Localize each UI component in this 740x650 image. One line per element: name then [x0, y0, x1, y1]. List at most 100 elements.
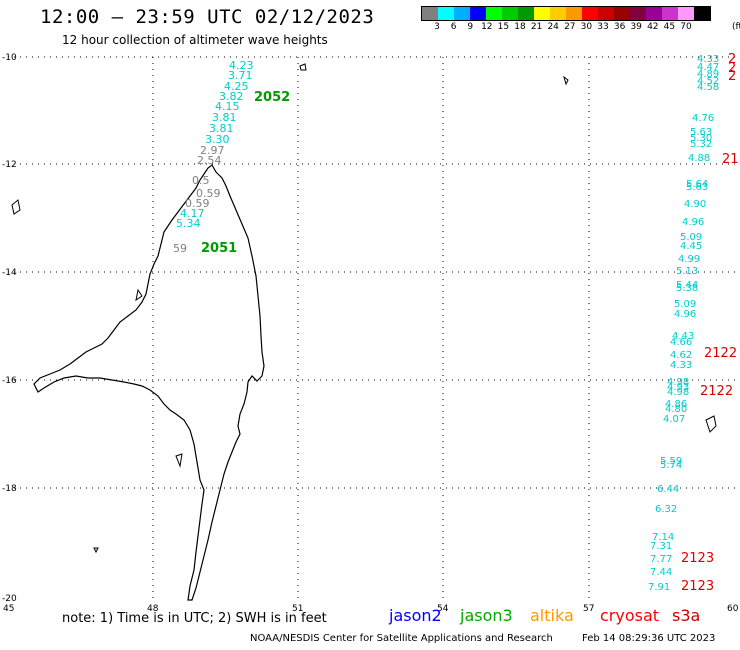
lon-label-51: 51	[292, 604, 303, 614]
track-value-a: 3.82	[219, 90, 244, 103]
track-value-east: 4.90	[684, 199, 706, 210]
track-value-east: 4.47	[697, 62, 719, 73]
lat-label--20: -20	[2, 594, 17, 604]
legend-swatch-16	[678, 7, 694, 20]
legend-label-30: 30	[580, 22, 593, 32]
track-value-a: 3.30	[205, 133, 230, 146]
legend-label-15: 15	[497, 22, 510, 32]
track-value-east: 4.98	[667, 377, 689, 388]
legend-swatch-6	[518, 7, 534, 20]
track-id-2122: 2122	[704, 346, 737, 361]
legend-label-18: 18	[514, 22, 526, 32]
legend-swatches	[421, 6, 711, 21]
lat-label--18: -18	[2, 484, 17, 494]
track-value-east: 4.33	[697, 54, 719, 65]
legend-label-6: 6	[450, 22, 457, 32]
legend-swatch-5	[502, 7, 518, 20]
legend-label-12: 12	[481, 22, 493, 32]
track-id-2123: 2123	[681, 579, 714, 594]
legend-label-33: 33	[597, 22, 609, 32]
legend-label-42: 42	[647, 22, 659, 32]
track-id-2122: 2122	[700, 384, 733, 399]
track-value-b: 5.34	[176, 217, 201, 230]
track-id-2: 2	[728, 61, 736, 76]
legend-label-27: 27	[564, 22, 576, 32]
island-europa	[93, 547, 99, 554]
lon-label-48: 48	[147, 604, 159, 614]
track-value-east: 4.43	[672, 331, 694, 342]
track-value-a: 3.81	[209, 122, 234, 135]
legend-label-39: 39	[630, 22, 642, 32]
legend-swatch-13	[630, 7, 646, 20]
track-value-east: 5.38	[676, 283, 698, 294]
track-value-east: 4.62	[670, 350, 692, 361]
track-value-a: 4.15	[215, 100, 240, 113]
track-value-east: 4.33	[670, 360, 692, 371]
track-id-2: 2	[728, 69, 736, 84]
legend-swatch-3	[470, 7, 486, 20]
track-value-east: 4.07	[663, 414, 685, 425]
track-value-east: 6.44	[657, 484, 679, 495]
map-grid	[8, 57, 735, 598]
legend-swatch-4	[486, 7, 502, 20]
track-value-east: 5.59	[660, 456, 682, 467]
track-value-east: 4.88	[688, 153, 710, 164]
legend-swatch-7	[534, 7, 550, 20]
track-value-a: 0.5	[192, 174, 210, 187]
track-value-east: 5.63	[690, 127, 712, 138]
track-value-east: 5.30	[690, 133, 712, 144]
footer-note: note: 1) Time is in UTC; 2) SWH is in fe…	[62, 611, 327, 626]
track-value-east: 4.58	[697, 82, 719, 93]
island-nosy	[175, 453, 183, 468]
track-value-east: 5.44	[676, 280, 698, 291]
island-reunion	[705, 415, 717, 433]
island-agalega	[563, 75, 569, 86]
legend-swatch-15	[662, 7, 678, 20]
legend-swatch-1	[438, 7, 454, 20]
lat-label--10: -10	[2, 53, 17, 63]
lon-label-57: 57	[583, 604, 594, 614]
track-value-east: 4.93	[667, 382, 689, 393]
track-value-east: 7.77	[650, 554, 672, 565]
track-value-east: 5.74	[660, 460, 682, 471]
legend-swatch-8	[550, 7, 566, 20]
legend-label-45: 45	[663, 22, 676, 32]
legend-swatch-14	[646, 7, 662, 20]
track-value-a: 4.23	[229, 59, 254, 72]
track-value-b: 0.59	[196, 187, 221, 200]
lat-label--14: -14	[2, 268, 17, 278]
legend-label-9: 9	[467, 22, 474, 32]
track-value-east: 7.44	[650, 567, 672, 578]
satellite-altika: altika	[530, 606, 574, 625]
legend-label-3: 3	[434, 22, 440, 32]
track-value-a: 3.81	[212, 111, 237, 124]
track-value-b: 4.17	[180, 207, 205, 220]
legend-swatch-17	[694, 7, 710, 20]
satellite-s3a: s3a	[672, 606, 701, 625]
legend-unit: (ft)	[732, 22, 740, 32]
track-value-a: 2.54	[197, 154, 222, 167]
track-value-east: 5.09	[680, 232, 702, 243]
legend-swatch-0	[422, 7, 438, 20]
track-value-a: 4.25	[224, 80, 249, 93]
lon-label-60: 60	[727, 604, 739, 614]
track-value-east: 5.63	[686, 182, 708, 193]
track-value-east: 7.14	[652, 532, 674, 543]
track-value-east: 4.89	[697, 69, 719, 80]
track-value-east: 4.98	[667, 387, 689, 398]
satellite-jason2: jason2	[389, 606, 442, 625]
track-value-east: 7.31	[650, 541, 672, 552]
legend-swatch-12	[614, 7, 630, 20]
page-title: 12:00 – 23:59 UTC 02/12/2023	[40, 6, 375, 28]
track-value-east: 4.66	[670, 337, 692, 348]
footer-credit: NOAA/NESDIS Center for Satellite Applica…	[250, 633, 553, 644]
satellite-jason3: jason3	[460, 606, 513, 625]
track-value-east: 5.13	[676, 266, 698, 277]
track-value-a: 2.97	[200, 144, 225, 157]
page-subtitle: 12 hour collection of altimeter wave hei…	[62, 33, 328, 47]
madagascar-coastline	[33, 164, 265, 601]
track-value-east: 5.09	[674, 299, 696, 310]
island-juan-de-nova	[135, 288, 143, 302]
